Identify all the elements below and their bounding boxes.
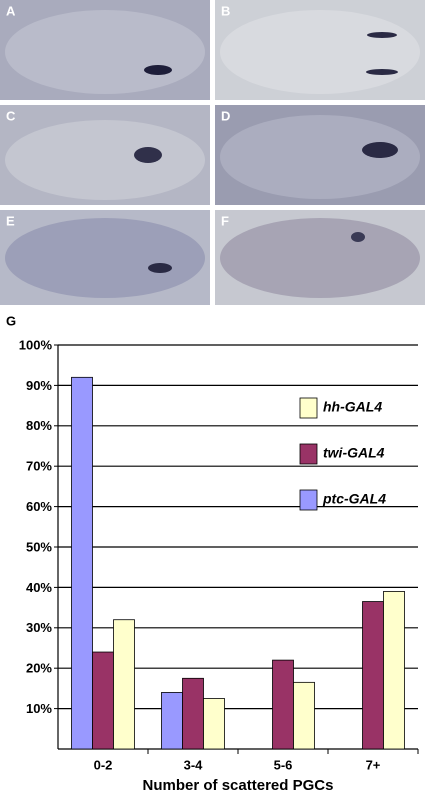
bar: [71, 376, 93, 750]
panel-label: A: [6, 3, 16, 18]
panel-label: F: [221, 213, 229, 228]
x-tick-label: 5-6: [274, 757, 293, 772]
y-tick-label: 40%: [26, 580, 52, 595]
y-tick-label: 80%: [26, 418, 52, 433]
pgc-cluster: [362, 142, 398, 158]
panel-label: B: [221, 3, 230, 18]
bar: [362, 601, 384, 750]
bar: [113, 619, 135, 750]
y-tick-label: 60%: [26, 499, 52, 514]
embryo: [220, 218, 420, 298]
embryo: [5, 10, 205, 94]
pgc-cluster: [367, 32, 397, 38]
bar: [293, 681, 315, 750]
bar: [182, 677, 204, 750]
pgc-cluster: [351, 232, 365, 242]
embryo: [220, 10, 420, 94]
panel-label: D: [221, 108, 230, 123]
pgc-cluster: [366, 69, 398, 75]
legend-swatch: [299, 489, 318, 511]
pgc-cluster: [148, 263, 172, 273]
legend-label: hh-GAL4: [323, 399, 382, 415]
y-tick-label: 20%: [26, 661, 52, 676]
legend-swatch: [299, 397, 318, 419]
bar: [272, 659, 294, 750]
y-tick-label: 30%: [26, 620, 52, 635]
y-tick-label: 90%: [26, 378, 52, 393]
bar: [203, 698, 225, 750]
y-tick-label: 50%: [26, 539, 52, 554]
pgc-cluster: [134, 147, 162, 163]
pgc-cluster: [144, 65, 172, 75]
x-tick-label: 7+: [366, 757, 381, 772]
embryo: [5, 218, 205, 298]
legend-label: ptc-GAL4: [322, 491, 386, 507]
image-panels: [0, 0, 425, 305]
chart-title: G: [6, 313, 16, 328]
x-tick-label: 0-2: [94, 757, 113, 772]
embryo: [5, 120, 205, 200]
bar: [383, 591, 405, 750]
x-axis-label: Number of scattered PGCs: [143, 777, 334, 794]
x-tick-label: 3-4: [184, 757, 204, 772]
y-tick-label: 10%: [26, 701, 52, 716]
embryo: [220, 115, 420, 199]
legend-swatch: [299, 443, 318, 465]
y-tick-label: 70%: [26, 459, 52, 474]
panel-label: E: [6, 213, 15, 228]
legend-label: twi-GAL4: [323, 445, 385, 461]
panel-label: C: [6, 108, 16, 123]
bar: [161, 692, 183, 750]
bar: [92, 651, 114, 750]
y-tick-label: 100%: [19, 337, 53, 352]
